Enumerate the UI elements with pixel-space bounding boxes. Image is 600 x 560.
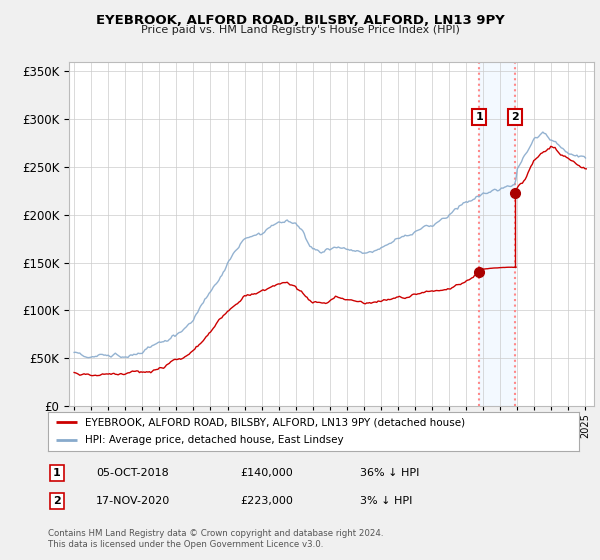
Text: £140,000: £140,000 [240,468,293,478]
Text: 1: 1 [475,112,483,122]
Text: £223,000: £223,000 [240,496,293,506]
Text: Contains HM Land Registry data © Crown copyright and database right 2024.
This d: Contains HM Land Registry data © Crown c… [48,529,383,549]
Text: 1: 1 [53,468,61,478]
Text: EYEBROOK, ALFORD ROAD, BILSBY, ALFORD, LN13 9PY: EYEBROOK, ALFORD ROAD, BILSBY, ALFORD, L… [95,14,505,27]
Text: 2: 2 [511,112,519,122]
Text: Price paid vs. HM Land Registry's House Price Index (HPI): Price paid vs. HM Land Registry's House … [140,25,460,35]
Text: HPI: Average price, detached house, East Lindsey: HPI: Average price, detached house, East… [85,435,344,445]
Text: 2: 2 [53,496,61,506]
Text: 05-OCT-2018: 05-OCT-2018 [96,468,169,478]
Text: 36% ↓ HPI: 36% ↓ HPI [360,468,419,478]
Text: 3% ↓ HPI: 3% ↓ HPI [360,496,412,506]
Text: 17-NOV-2020: 17-NOV-2020 [96,496,170,506]
Text: EYEBROOK, ALFORD ROAD, BILSBY, ALFORD, LN13 9PY (detached house): EYEBROOK, ALFORD ROAD, BILSBY, ALFORD, L… [85,417,465,427]
Bar [479,62,515,406]
